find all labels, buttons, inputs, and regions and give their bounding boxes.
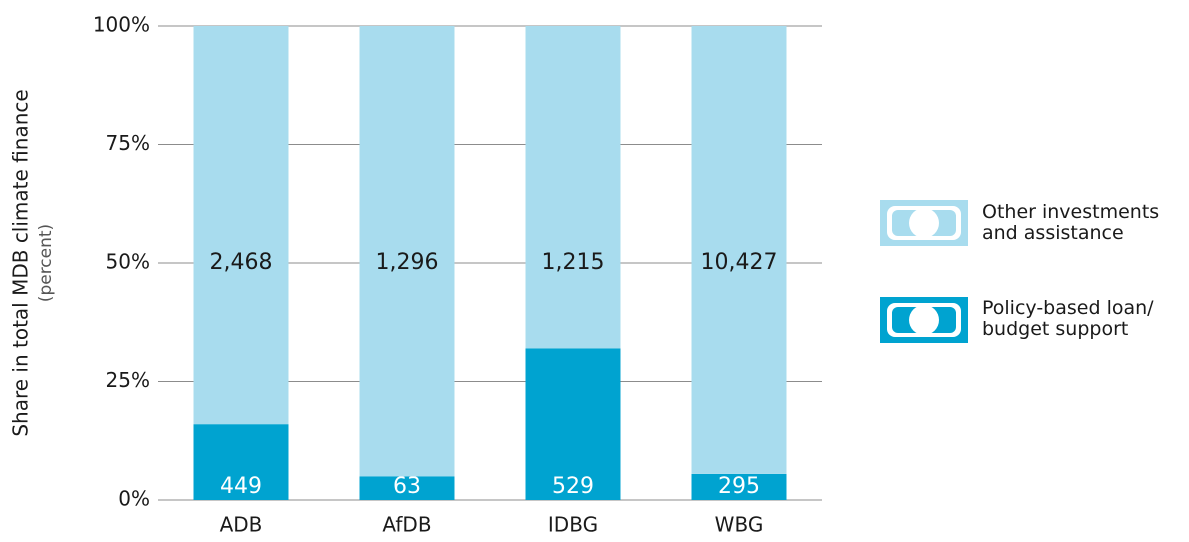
bar-value-label: 1,296 [376,250,439,275]
x-tick-label: ADB [220,513,263,537]
legend-icon [880,200,968,246]
y-tick-label: 25% [106,368,150,392]
bar-segment [691,473,787,500]
bar-value-label: 10,427 [701,250,778,275]
bar-segment [525,26,621,349]
bar-segment [359,26,455,477]
y-tick-label: 100% [93,13,150,37]
bar-value-label: 2,468 [210,250,273,275]
bar-value-label: 63 [393,474,421,499]
bar-value-label: 295 [718,474,760,499]
legend-icon [880,297,968,343]
bar-segment [193,424,289,500]
bar-segment [193,26,289,425]
bar-segment [691,26,787,474]
legend-label: Policy-based loan/ budget support [982,297,1154,340]
legend-label: Other investments and assistance [982,201,1160,244]
y-axis-label: Share in total MDB climate finance [9,89,33,436]
bar-segment [359,476,455,500]
bar-value-label: 529 [552,474,594,499]
y-tick-label: 50% [106,250,150,274]
y-axis-unit: (percent) [36,224,56,302]
x-tick-label: WBG [715,513,764,537]
bar-value-label: 1,215 [542,250,605,275]
y-tick-label: 0% [118,487,150,511]
y-tick-label: 75% [106,131,150,155]
bar-value-label: 449 [220,474,262,499]
x-tick-label: AfDB [382,513,431,537]
x-tick-label: IDBG [548,513,598,537]
y-axis-title: Share in total MDB climate finance (perc… [9,89,57,436]
bar-segment [525,348,621,500]
